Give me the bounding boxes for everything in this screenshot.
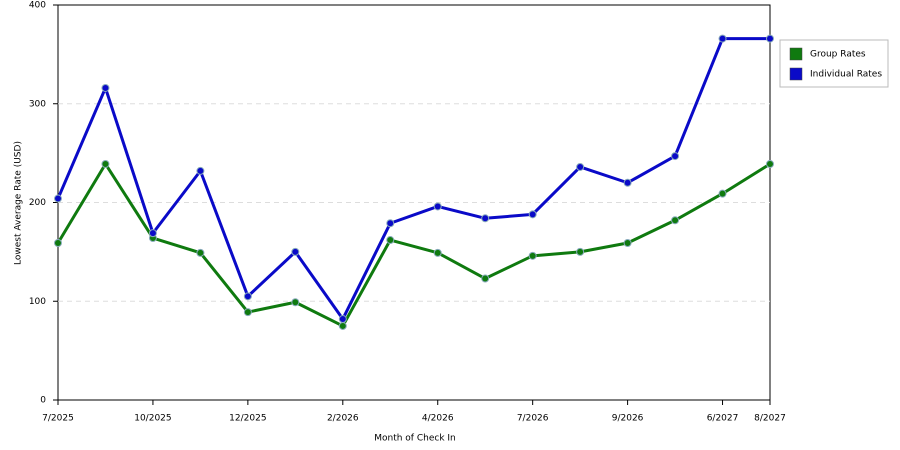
x-tick-label: 8/2027 bbox=[754, 414, 786, 424]
y-tick-label: 200 bbox=[29, 198, 46, 208]
x-tick-label: 10/2025 bbox=[134, 414, 171, 424]
x-tick-label: 2/2026 bbox=[327, 414, 359, 424]
legend-swatch bbox=[789, 47, 803, 61]
data-point bbox=[54, 194, 62, 203]
data-point bbox=[671, 152, 680, 161]
x-tick-label: 7/2025 bbox=[42, 414, 74, 424]
x-tick-label: 12/2025 bbox=[229, 414, 266, 424]
data-point bbox=[433, 202, 442, 211]
data-point bbox=[481, 274, 490, 283]
data-point bbox=[481, 214, 490, 223]
data-point bbox=[576, 162, 585, 171]
data-point bbox=[338, 315, 347, 324]
data-point bbox=[576, 247, 585, 256]
data-point bbox=[623, 178, 632, 187]
x-axis-label: Month of Check In bbox=[374, 434, 456, 444]
data-point bbox=[291, 247, 300, 256]
series-line bbox=[56, 162, 771, 328]
data-point bbox=[528, 210, 537, 219]
x-tick-label: 4/2026 bbox=[422, 414, 454, 424]
data-point bbox=[528, 251, 537, 260]
data-point bbox=[386, 236, 395, 245]
data-point bbox=[718, 34, 727, 43]
data-point bbox=[101, 83, 110, 92]
legend-label: Group Rates bbox=[810, 50, 866, 60]
series-line bbox=[56, 37, 770, 321]
legend-swatch bbox=[789, 67, 803, 81]
legend-label: Individual Rates bbox=[810, 70, 882, 80]
x-tick-label: 9/2026 bbox=[612, 414, 644, 424]
data-point bbox=[196, 248, 205, 257]
data-point bbox=[148, 229, 157, 238]
y-tick-label: 300 bbox=[29, 99, 46, 109]
x-tick-label: 6/2027 bbox=[707, 414, 739, 424]
data-point bbox=[386, 219, 395, 228]
data-point bbox=[433, 248, 442, 257]
data-point bbox=[338, 321, 347, 330]
y-axis-label: Lowest Average Rate (USD) bbox=[14, 141, 24, 265]
data-point bbox=[243, 292, 252, 301]
data-point bbox=[623, 238, 632, 247]
data-point bbox=[766, 159, 774, 168]
data-point bbox=[196, 166, 205, 175]
y-tick-label: 100 bbox=[29, 297, 46, 307]
data-point bbox=[291, 298, 300, 307]
data-point bbox=[718, 189, 727, 198]
data-point bbox=[101, 159, 110, 168]
data-point bbox=[243, 308, 252, 317]
data-point bbox=[671, 216, 680, 225]
data-point bbox=[54, 238, 62, 247]
y-tick-label: 400 bbox=[29, 1, 46, 11]
x-tick-label: 7/2026 bbox=[517, 414, 549, 424]
data-point bbox=[766, 34, 774, 43]
y-tick-label: 0 bbox=[40, 396, 46, 406]
